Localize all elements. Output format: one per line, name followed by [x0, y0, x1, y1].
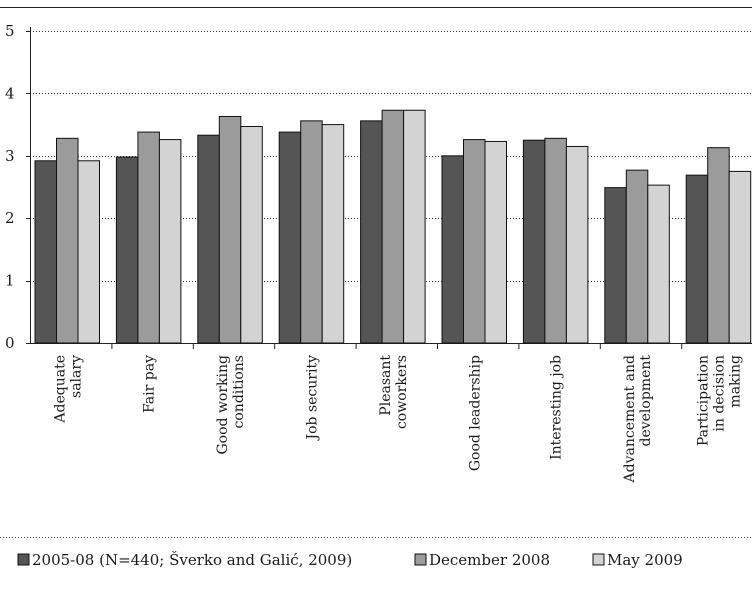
category-label-line: Good working — [215, 355, 231, 455]
legend-label: December 2008 — [429, 551, 550, 569]
y-tick-label: 0 — [5, 334, 15, 352]
bar — [544, 137, 567, 344]
bar — [403, 109, 426, 344]
bar — [522, 139, 546, 344]
bar — [565, 145, 589, 344]
bar — [463, 139, 486, 344]
bar — [278, 131, 302, 344]
category-label: Job security — [304, 355, 320, 442]
bar — [685, 174, 709, 344]
category-label-line: in decision — [711, 355, 727, 432]
legend-swatch — [592, 553, 605, 566]
category-label-line: Advancement and — [622, 355, 638, 483]
y-tick-label: 5 — [5, 22, 15, 40]
bar — [625, 169, 649, 344]
category-label: Fair pay — [142, 355, 158, 413]
bar — [728, 170, 752, 344]
legend-label: 2005-08 (N=440; Šverko and Galić, 2009) — [32, 551, 352, 569]
bar — [604, 187, 627, 344]
bar — [707, 147, 730, 344]
bar — [360, 120, 383, 344]
bar — [381, 109, 405, 344]
legend-swatch — [17, 553, 30, 566]
category-labels: Adequate salary Fair pay Good working condit… — [52, 355, 743, 484]
legend-swatch — [414, 553, 427, 566]
category-label: Good leadership — [467, 355, 483, 471]
y-tick-label: 1 — [5, 272, 15, 290]
bar — [77, 160, 100, 344]
category-label-line: coworkers — [394, 355, 410, 429]
legend: 2005-08 (N=440; Šverko and Galić, 2009) D… — [17, 551, 683, 569]
category-label-line: Participation — [695, 355, 711, 446]
bar — [115, 156, 139, 344]
category-label-line: Interesting job — [549, 355, 565, 460]
category-label: Participation in decision making — [695, 355, 743, 446]
category-label-line: Good leadership — [467, 355, 483, 471]
category-label-line: making — [727, 355, 743, 408]
bar — [647, 184, 670, 344]
bar — [197, 134, 220, 344]
bar — [34, 160, 57, 344]
category-label-line: development — [638, 355, 654, 447]
category-label-line: conditions — [231, 355, 247, 428]
bar — [158, 139, 182, 344]
bar — [137, 131, 160, 344]
category-label: Interesting job — [549, 355, 565, 460]
category-label-line: Adequate — [52, 355, 68, 424]
bar — [484, 140, 507, 344]
category-label-line: Pleasant — [378, 355, 394, 416]
bar — [240, 125, 263, 344]
bar — [300, 120, 323, 344]
category-label-line: salary — [68, 355, 84, 398]
legend-label: May 2009 — [607, 551, 683, 569]
category-label: Advancement and development — [622, 355, 654, 484]
category-label: Good working conditions — [215, 355, 247, 455]
bar — [56, 137, 79, 344]
category-label: Pleasant coworkers — [378, 355, 410, 429]
category-label-line: Fair pay — [142, 355, 158, 413]
bars — [34, 109, 752, 344]
bar — [321, 124, 345, 344]
y-tick-label: 2 — [5, 209, 15, 227]
category-label: Adequate salary — [52, 355, 84, 424]
bar — [441, 155, 464, 344]
category-label-line: Job security — [304, 355, 320, 442]
y-tick-label: 3 — [5, 147, 15, 165]
y-tick-label: 4 — [5, 84, 15, 102]
bar — [218, 115, 242, 344]
